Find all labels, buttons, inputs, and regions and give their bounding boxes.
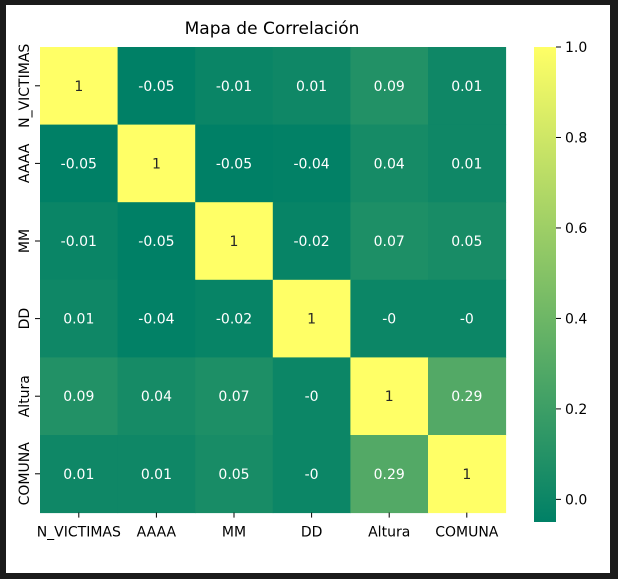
colorbar-tick-label: 0.8 (565, 130, 587, 146)
heatmap-cell (428, 124, 507, 203)
cell-value-label: -0 (382, 312, 396, 328)
heatmap-cell (272, 47, 351, 126)
colorbar-tick-label: 0.2 (565, 402, 587, 418)
x-tick-label: N_VICTIMAS (37, 525, 121, 541)
heatmap-cell (40, 357, 119, 436)
colorbar-tick-label: 1.0 (565, 40, 587, 56)
cell-value-label: -0.05 (138, 79, 174, 95)
colorbar-tick-label: 0.4 (565, 311, 587, 327)
cell-value-label: 0.01 (451, 79, 482, 95)
heatmap-cell (272, 435, 351, 514)
heatmap-cell (350, 124, 429, 203)
figure: Mapa de Correlación 1 -0.05 -0.01 0.01 0.09 0… (6, 5, 610, 573)
heatmap-cell (195, 279, 274, 358)
cell-value-label: 0.09 (63, 389, 94, 405)
heatmap-cell (350, 202, 429, 281)
heatmap-cell (428, 279, 507, 358)
cell-value-label: 0.29 (374, 467, 405, 483)
cell-value-label: 0.04 (141, 389, 172, 405)
chart-title: Mapa de Correlación (185, 19, 360, 39)
heatmap-cell (195, 47, 274, 126)
heatmap-cell (117, 279, 196, 358)
cell-value-label: 0.01 (63, 467, 94, 483)
cell-value-label: -0.04 (138, 312, 174, 328)
cell-value-label: 0.01 (141, 467, 172, 483)
colorbar (534, 47, 556, 522)
x-tick-label: MM (222, 525, 246, 541)
cell-value-label: -0 (305, 389, 319, 405)
x-tick-label: Altura (368, 525, 410, 541)
cell-value-label: -0.05 (61, 156, 97, 172)
heatmap-cell (272, 124, 351, 203)
cell-value-label: 1 (462, 467, 471, 483)
cell-value-label: -0 (305, 467, 319, 483)
heatmap-cell (195, 202, 274, 281)
cell-value-label: 1 (74, 79, 83, 95)
heatmap-cell (428, 357, 507, 436)
cell-value-label: 0.07 (218, 389, 249, 405)
cell-value-label: -0.01 (216, 79, 252, 95)
heatmap-cell (40, 124, 119, 203)
cell-value-label: 0.29 (451, 389, 482, 405)
heatmap-cell (428, 47, 507, 126)
cell-value-label: -0.04 (293, 156, 329, 172)
heatmap-cell (350, 279, 429, 358)
cell-value-label: -0.05 (138, 234, 174, 250)
x-tick-label: DD (301, 525, 323, 541)
heatmap-cell (117, 47, 196, 126)
heatmap-cell (350, 435, 429, 514)
heatmap-cell (350, 47, 429, 126)
y-tick-label: AAAA (17, 143, 33, 183)
y-tick-label: Altura (17, 375, 33, 417)
cell-value-label: 0.09 (374, 79, 405, 95)
cell-value-label: 0.05 (451, 234, 482, 250)
heatmap-cell (428, 435, 507, 514)
heatmap-cell (40, 47, 119, 126)
heatmap-cell (117, 357, 196, 436)
cell-value-label: 0.04 (374, 156, 405, 172)
cell-value-label: -0.02 (293, 234, 329, 250)
heatmap-cell (195, 124, 274, 203)
colorbar-tick-label: 0.6 (565, 221, 587, 237)
heatmap-cell (117, 435, 196, 514)
cell-value-label: -0.01 (61, 234, 97, 250)
heatmap-cell (195, 435, 274, 514)
heatmap-cell (272, 279, 351, 358)
cell-value-label: 1 (307, 312, 316, 328)
cell-value-label: -0 (460, 312, 474, 328)
correlation-heatmap: Mapa de Correlación 1 -0.05 -0.01 0.01 0.09 0… (17, 19, 587, 541)
heatmap-cell (40, 435, 119, 514)
cell-value-label: -0.05 (216, 156, 252, 172)
cell-value-label: -0.02 (216, 312, 252, 328)
y-tick-label: COMUNA (17, 442, 33, 506)
heatmap-cell (117, 124, 196, 203)
x-tick-label: COMUNA (435, 525, 499, 541)
heatmap-cell (40, 279, 119, 358)
cell-value-label: 0.05 (218, 467, 249, 483)
y-tick-label: DD (17, 308, 33, 330)
y-tick-label: N_VICTIMAS (17, 44, 33, 128)
heatmap-cell (428, 202, 507, 281)
x-tick-label: AAAA (137, 525, 177, 541)
cell-value-label: 1 (152, 156, 161, 172)
colorbar-tick-label: 0.0 (565, 492, 587, 508)
cell-value-label: 1 (385, 389, 394, 405)
heatmap-cell (272, 357, 351, 436)
cell-value-label: 0.07 (374, 234, 405, 250)
cell-value-label: 1 (230, 234, 239, 250)
y-tick-label: MM (17, 229, 33, 253)
heatmap-cell (195, 357, 274, 436)
cell-value-label: 0.01 (296, 79, 327, 95)
heatmap-cell (40, 202, 119, 281)
cell-value-label: 0.01 (451, 156, 482, 172)
heatmap-cell (350, 357, 429, 436)
heatmap-cell (272, 202, 351, 281)
heatmap-cell (117, 202, 196, 281)
cell-value-label: 0.01 (63, 312, 94, 328)
